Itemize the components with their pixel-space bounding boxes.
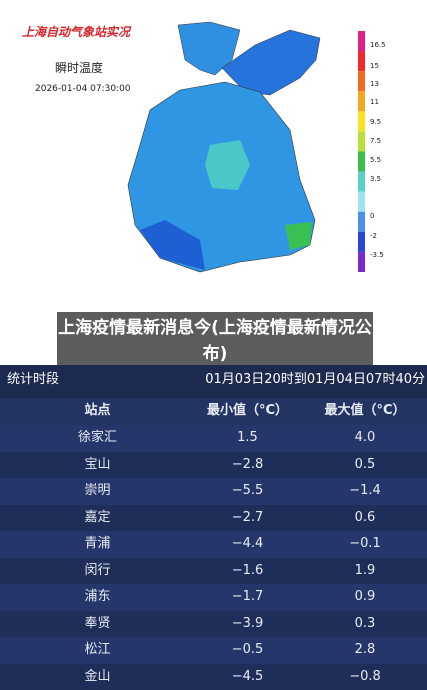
table-cell: −4.5 — [231, 668, 264, 684]
warm-area — [205, 140, 250, 190]
legend-swatch — [358, 31, 365, 52]
table-row: 嘉定 −2.7 0.6 — [0, 504, 427, 531]
cold-area — [140, 220, 205, 270]
table-cell: −0.1 — [349, 536, 381, 551]
legend-swatch — [358, 111, 365, 132]
table-cell: 嘉定 — [84, 509, 111, 525]
map-subtitle: 瞬时温度 — [55, 60, 103, 75]
table-cell: 1.5 — [237, 430, 258, 445]
legend-label: -2 — [370, 232, 377, 240]
table: 统计时段 01月03日20时到01月04日07时40分 站点 最小值（°C） 最大值… — [0, 365, 427, 690]
legend-label: 9.5 — [370, 118, 381, 126]
table-cell: −1.4 — [349, 483, 381, 498]
legend-swatch — [358, 191, 365, 212]
legend-label: 3.5 — [370, 175, 381, 183]
map-time: 2026-01-04 07:30:00 — [35, 84, 131, 94]
table-cell: 0.3 — [354, 615, 376, 631]
legend-swatch — [358, 171, 365, 192]
legend-label: 13 — [370, 80, 379, 88]
legend-label: 11 — [370, 98, 379, 106]
warm-area — [285, 222, 312, 250]
legend-swatch — [358, 71, 365, 92]
legend: 16.5 15 13 11 9.5 7.5 5.5 3.5 0 -2 -3.5 — [358, 31, 386, 272]
headline-banner: 上海疫情最新消息今(上海疫情最新情况公布) — [57, 312, 373, 368]
table-cell: −1.7 — [231, 589, 264, 604]
legend-swatch — [358, 131, 365, 152]
table-cell: 浦东 — [84, 589, 111, 604]
table-cell: 奉贤 — [84, 615, 111, 631]
table-cell: −4.4 — [231, 536, 264, 551]
table-cell: 崇明 — [84, 483, 111, 498]
legend-swatch — [358, 151, 365, 172]
table-cell: −3.9 — [231, 615, 264, 631]
legend-label: 16.5 — [370, 41, 386, 49]
table-row: 宝山 −2.8 0.5 — [0, 451, 427, 478]
table-cell: −5.5 — [231, 483, 264, 498]
map-title: 上海自动气象站实况 — [22, 25, 132, 39]
legend-swatch — [358, 51, 365, 72]
table-row: 金山 −4.5 −0.8 — [0, 663, 427, 690]
legend-swatch — [358, 231, 365, 252]
table-cell: 0.6 — [354, 509, 376, 525]
table-cell: 站点 — [84, 403, 111, 418]
legend-swatch — [358, 251, 365, 272]
map-panel: 上海自动气象站实况 瞬时温度 2026-01-04 07:30:00 16.5 1… — [22, 21, 386, 273]
table-cell: 徐家汇 — [77, 430, 117, 445]
period: 01月03日20时到01月04日07时40分 — [205, 372, 425, 387]
table-row: 徐家汇 1.5 4.0 — [0, 425, 427, 452]
table-cell: 青浦 — [84, 536, 111, 551]
table-cell: −2.7 — [231, 509, 264, 525]
table-cell: −0.8 — [349, 668, 381, 684]
table-cell: −2.8 — [231, 456, 264, 472]
legend-label: 7.5 — [370, 137, 381, 145]
legend-swatch — [358, 211, 365, 232]
table-row: 闵行 −1.6 1.9 — [0, 557, 427, 584]
legend-swatch — [358, 91, 365, 112]
table-row: 松江 −0.5 2.8 — [0, 637, 427, 664]
table-cell: 0.9 — [354, 589, 376, 604]
table-cell: 2.8 — [354, 642, 376, 657]
table-row: 浦东 −1.7 0.9 — [0, 584, 427, 611]
table-row: 崇明 −5.5 −1.4 — [0, 478, 427, 505]
table-cell: 金山 — [84, 668, 111, 684]
period-label: 统计时段 — [7, 372, 60, 387]
map: 上海自动气象站实况 瞬时温度 2026-01-04 07:30:00 16.51… — [22, 21, 386, 273]
table-cell: 1.9 — [354, 562, 376, 578]
table-cell: −1.6 — [231, 562, 264, 578]
table-row: 站点 最小值（°C） 最大值（°C） — [0, 398, 427, 425]
table-row: 青浦 −4.4 −0.1 — [0, 531, 427, 558]
legend-label: -3.5 — [370, 251, 384, 259]
table-cell: 闵行 — [84, 562, 111, 578]
table-cell: 最小值（°C） — [206, 403, 289, 418]
table-cell: 最大值（°C） — [324, 403, 406, 418]
legend-label: 15 — [370, 62, 379, 70]
table-row: 奉贤 −3.9 0.3 — [0, 610, 427, 637]
table-cell: −0.5 — [231, 642, 264, 657]
table-cell: 4.0 — [354, 430, 376, 445]
table-cell: 0.5 — [354, 456, 376, 472]
legend-label: 5.5 — [370, 156, 381, 164]
legend-label: 0 — [370, 212, 374, 220]
table-cell: 宝山 — [84, 456, 111, 472]
table-cell: 松江 — [84, 642, 111, 657]
